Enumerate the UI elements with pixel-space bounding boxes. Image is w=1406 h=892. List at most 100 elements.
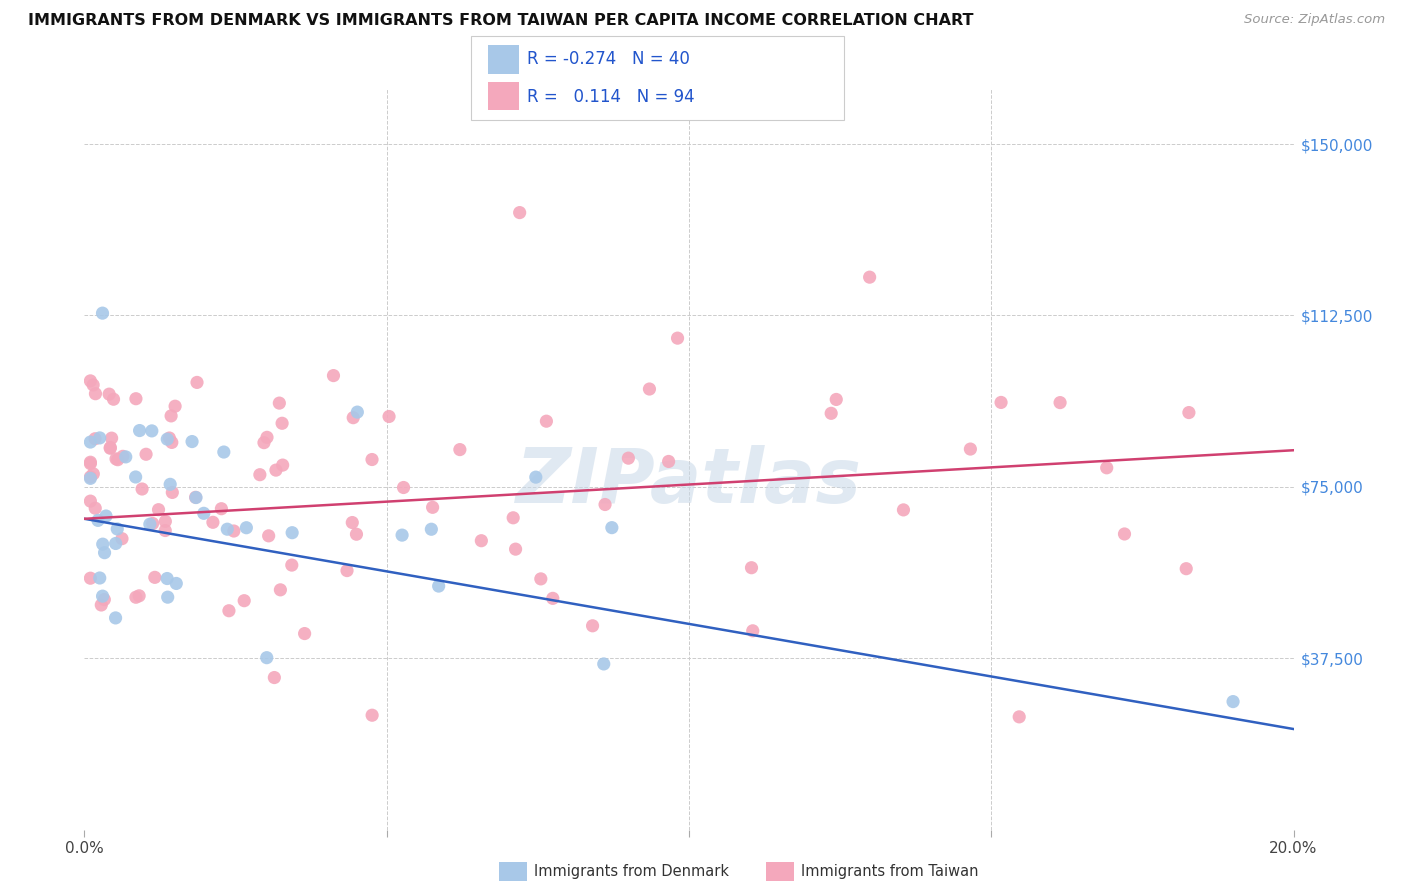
Point: [666, 331, 689, 345]
Point: [1049, 395, 1071, 409]
Point: [271, 417, 294, 431]
Point: [79, 435, 101, 450]
Point: [131, 482, 153, 496]
Point: [89, 431, 111, 445]
Point: [84, 386, 107, 401]
Point: [1095, 460, 1118, 475]
Point: [1222, 695, 1244, 709]
Point: [84, 501, 107, 516]
Point: [94, 509, 117, 524]
Point: [143, 570, 166, 584]
Point: [427, 579, 450, 593]
Point: [104, 611, 127, 625]
Point: [181, 434, 204, 449]
Point: [124, 470, 146, 484]
Point: [90, 598, 112, 612]
Point: [1178, 406, 1201, 420]
Text: Source: ZipAtlas.com: Source: ZipAtlas.com: [1244, 13, 1385, 27]
Point: [98, 441, 121, 455]
Point: [361, 708, 384, 723]
Text: IMMIGRANTS FROM DENMARK VS IMMIGRANTS FROM TAIWAN PER CAPITA INCOME CORRELATION : IMMIGRANTS FROM DENMARK VS IMMIGRANTS FR…: [28, 13, 973, 29]
Point: [218, 604, 240, 618]
Point: [125, 392, 148, 406]
Point: [79, 471, 101, 485]
Point: [859, 270, 882, 285]
Point: [114, 450, 136, 464]
Point: [87, 513, 110, 527]
Point: [256, 430, 278, 444]
Point: [105, 451, 128, 466]
Point: [361, 452, 384, 467]
Point: [103, 392, 125, 407]
Text: Immigrants from Denmark: Immigrants from Denmark: [534, 864, 730, 879]
Point: [249, 467, 271, 482]
Point: [342, 410, 364, 425]
Point: [155, 514, 177, 528]
Point: [271, 458, 294, 472]
Point: [82, 378, 104, 392]
Point: [98, 442, 121, 456]
Point: [336, 564, 359, 578]
Point: [111, 532, 134, 546]
Point: [294, 626, 316, 640]
Point: [253, 435, 276, 450]
Point: [502, 510, 524, 524]
Point: [93, 592, 115, 607]
Point: [79, 494, 101, 508]
Point: [107, 452, 129, 467]
Point: [100, 431, 122, 445]
Text: R = -0.274   N = 40: R = -0.274 N = 40: [527, 51, 690, 69]
Point: [391, 528, 413, 542]
Point: [84, 432, 107, 446]
Point: [159, 477, 181, 491]
Point: [165, 399, 187, 413]
Point: [346, 405, 368, 419]
Point: [165, 576, 187, 591]
Point: [378, 409, 401, 424]
Point: [592, 657, 614, 671]
Point: [346, 527, 368, 541]
Point: [269, 396, 291, 410]
Point: [235, 521, 257, 535]
Point: [162, 485, 184, 500]
Point: [1175, 562, 1198, 576]
Point: [959, 442, 981, 456]
Point: [111, 450, 134, 464]
Point: [91, 306, 114, 320]
Point: [342, 516, 364, 530]
Point: [256, 650, 278, 665]
Point: [509, 205, 531, 219]
Point: [157, 431, 180, 445]
Point: [264, 463, 287, 477]
Point: [141, 424, 163, 438]
Point: [281, 558, 304, 573]
Point: [184, 491, 207, 505]
Point: [93, 546, 115, 560]
Point: [322, 368, 344, 383]
Point: [135, 447, 157, 461]
Point: [536, 414, 558, 428]
Point: [201, 516, 224, 530]
Point: [392, 481, 415, 495]
Point: [470, 533, 492, 548]
Text: Immigrants from Taiwan: Immigrants from Taiwan: [801, 864, 979, 879]
Point: [581, 619, 603, 633]
Point: [524, 470, 547, 484]
Point: [91, 537, 114, 551]
Point: [160, 409, 183, 423]
Point: [79, 455, 101, 469]
Point: [79, 571, 101, 585]
Point: [155, 524, 177, 538]
Point: [617, 451, 640, 466]
Point: [148, 502, 170, 516]
Point: [257, 529, 280, 543]
Point: [184, 491, 207, 505]
Point: [449, 442, 471, 457]
Point: [269, 582, 291, 597]
Point: [658, 454, 681, 468]
Point: [825, 392, 848, 407]
Point: [263, 671, 285, 685]
Point: [98, 387, 121, 401]
Point: [541, 591, 564, 606]
Point: [125, 591, 148, 605]
